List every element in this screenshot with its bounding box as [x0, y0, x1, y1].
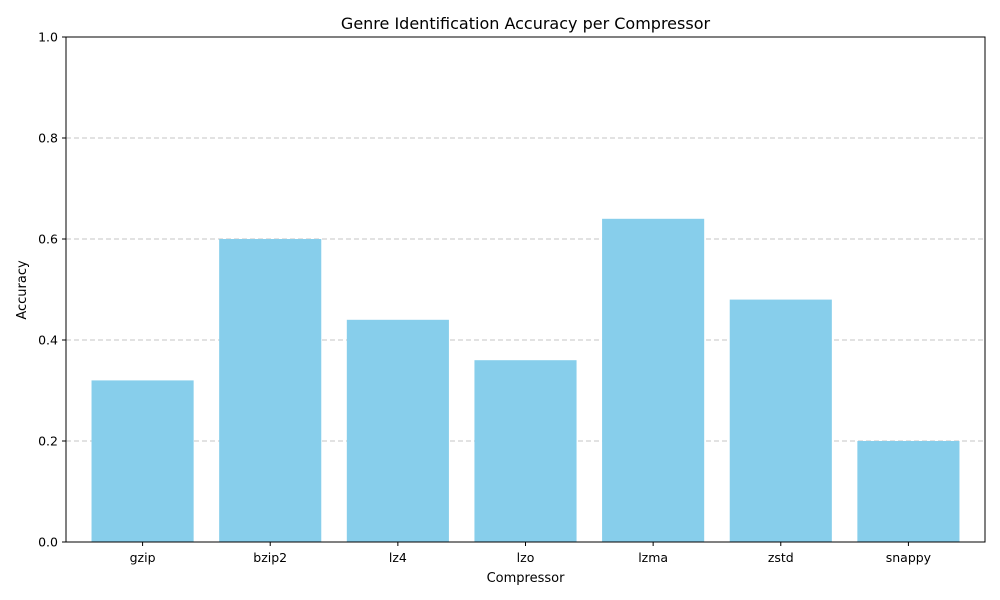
- chart-title: Genre Identification Accuracy per Compre…: [341, 14, 711, 33]
- y-tick-label: 0.2: [38, 434, 58, 449]
- bar-lzma: [602, 218, 705, 543]
- x-tick-label: snappy: [886, 550, 932, 565]
- bar-gzip: [91, 380, 194, 542]
- bars: [91, 218, 960, 543]
- x-tick-label: lz4: [389, 550, 407, 565]
- y-tick-label: 0.6: [38, 232, 58, 247]
- ticks: 0.0 0.2 0.4 0.6 0.8 1.0 gzip bzip2 lz4 lzo lzma zst…: [38, 30, 932, 566]
- x-axis-label: Compressor: [487, 571, 566, 586]
- bar-lz4: [346, 319, 449, 542]
- y-tick-label: 1.0: [38, 30, 58, 45]
- x-tick-label: bzip2: [253, 550, 287, 565]
- bar-snappy: [857, 441, 960, 542]
- x-tick-label: zstd: [768, 550, 794, 565]
- bar-lzo: [474, 360, 577, 542]
- bar-zstd: [729, 299, 832, 542]
- y-axis-label: Accuracy: [15, 260, 30, 320]
- y-tick-label: 0.0: [38, 535, 58, 550]
- y-tick-label: 0.4: [38, 333, 58, 348]
- bar-bzip2: [219, 239, 322, 542]
- y-tick-label: 0.8: [38, 131, 58, 146]
- x-tick-label: lzo: [517, 550, 535, 565]
- x-tick-label: lzma: [638, 550, 668, 565]
- x-tick-label: gzip: [130, 550, 156, 565]
